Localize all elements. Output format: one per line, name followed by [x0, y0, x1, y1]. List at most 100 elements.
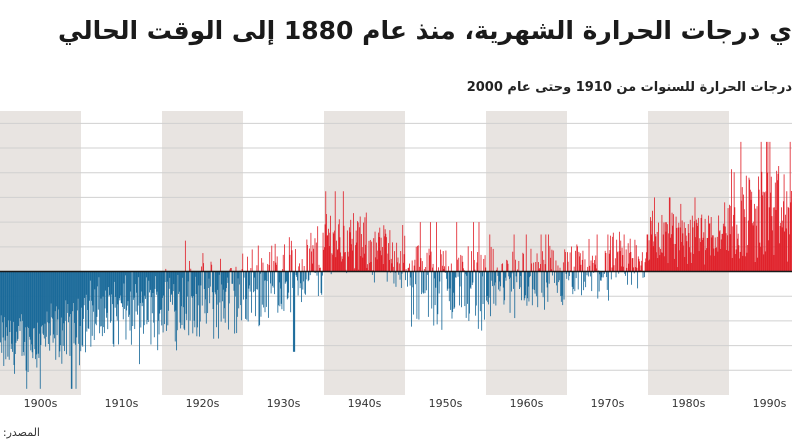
anomaly-bar	[654, 234, 656, 272]
anomaly-bar	[70, 271, 72, 315]
anomaly-bar	[508, 271, 510, 280]
anomaly-bar	[778, 166, 780, 272]
anomaly-bar	[173, 271, 175, 285]
anomaly-bar	[307, 271, 309, 282]
anomaly-bar	[230, 268, 232, 272]
x-tick-label: 1940s	[348, 397, 382, 408]
anomaly-bar	[267, 271, 269, 318]
anomaly-bar	[166, 271, 167, 331]
anomaly-bar	[610, 235, 612, 272]
anomaly-bar	[651, 234, 653, 272]
anomaly-bar	[485, 267, 487, 272]
anomaly-bar	[309, 271, 311, 276]
anomaly-bar	[550, 269, 552, 272]
anomaly-bar	[458, 257, 460, 272]
anomaly-bar	[730, 205, 732, 272]
anomaly-bar	[384, 229, 386, 272]
anomaly-bar	[371, 271, 373, 275]
anomaly-bar	[286, 271, 288, 282]
anomaly-bar	[475, 271, 477, 306]
anomaly-bar	[230, 268, 232, 272]
anomaly-bar	[607, 234, 609, 272]
anomaly-bar	[433, 271, 435, 326]
anomaly-bar	[383, 225, 385, 272]
anomaly-bar	[349, 232, 351, 272]
anomaly-bar	[704, 264, 705, 272]
anomaly-bar	[714, 237, 716, 272]
anomaly-bar	[387, 253, 389, 272]
anomaly-bar	[396, 242, 398, 272]
anomaly-bar	[317, 226, 319, 272]
anomaly-bar	[159, 271, 161, 314]
anomaly-bar	[292, 271, 294, 352]
anomaly-bar	[665, 231, 667, 272]
anomaly-bar	[768, 240, 769, 272]
anomaly-bar	[340, 252, 342, 272]
anomaly-bar	[424, 271, 426, 294]
anomaly-bar	[309, 248, 310, 272]
anomaly-bar	[506, 260, 508, 272]
anomaly-bar	[352, 250, 354, 272]
anomaly-bar	[121, 271, 123, 304]
anomaly-bar	[631, 271, 632, 285]
anomaly-bar	[278, 271, 279, 306]
anomaly-bar	[311, 251, 313, 272]
anomaly-bar	[62, 271, 64, 346]
anomaly-bar	[72, 271, 74, 304]
anomaly-bar	[440, 254, 442, 272]
anomaly-bar	[314, 238, 316, 272]
anomaly-bar	[60, 271, 62, 318]
anomaly-bar	[207, 271, 209, 314]
anomaly-bar	[311, 263, 313, 272]
anomaly-bar	[629, 238, 631, 272]
anomaly-bar	[488, 271, 490, 298]
anomaly-bar	[623, 266, 624, 272]
anomaly-bar	[564, 251, 566, 272]
anomaly-bar	[680, 203, 682, 272]
anomaly-bar	[174, 271, 176, 342]
anomaly-bar	[110, 271, 112, 321]
anomaly-bar	[708, 223, 710, 272]
anomaly-bar	[190, 268, 192, 272]
anomaly-bar	[583, 271, 585, 282]
anomaly-bar	[775, 209, 777, 272]
anomaly-bar	[193, 271, 194, 297]
anomaly-bar	[215, 271, 217, 295]
anomaly-bar	[515, 271, 517, 277]
anomaly-bar	[26, 271, 28, 389]
anomaly-bar	[336, 240, 337, 272]
anomaly-bar	[299, 271, 301, 289]
anomaly-bar	[721, 233, 723, 272]
anomaly-bar	[3, 271, 5, 366]
anomaly-bar	[486, 271, 488, 296]
anomaly-bar	[126, 271, 128, 306]
anomaly-bar	[732, 226, 734, 272]
anomaly-bar	[17, 271, 19, 339]
anomaly-bar	[549, 245, 551, 272]
anomaly-bar	[13, 271, 15, 365]
x-tick-label: 1930s	[267, 397, 301, 408]
anomaly-bar	[57, 271, 59, 320]
anomaly-bar	[656, 231, 658, 272]
anomaly-bar	[245, 271, 247, 299]
anomaly-bar	[225, 271, 227, 292]
anomaly-bar	[589, 265, 591, 272]
anomaly-bar	[469, 271, 471, 288]
anomaly-bar	[139, 271, 141, 304]
anomaly-bar	[211, 264, 213, 272]
anomaly-bar	[556, 271, 558, 293]
decade-band	[162, 111, 243, 395]
anomaly-bar	[363, 222, 364, 272]
anomaly-bar	[682, 233, 684, 272]
anomaly-bar	[486, 271, 487, 301]
anomaly-bar	[377, 250, 379, 272]
anomaly-bar	[597, 271, 599, 299]
anomaly-bar	[367, 264, 369, 272]
anomaly-bar	[137, 271, 139, 306]
anomaly-bar	[108, 271, 109, 288]
anomaly-bar	[351, 244, 352, 272]
anomaly-bar	[723, 226, 725, 272]
anomaly-bar	[464, 271, 466, 307]
anomaly-bar	[507, 263, 509, 272]
anomaly-bar	[512, 251, 514, 272]
